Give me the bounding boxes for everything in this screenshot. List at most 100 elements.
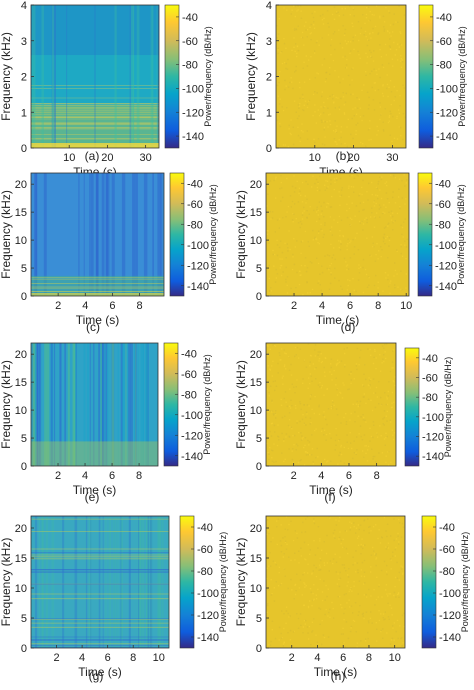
- colorbar-tick-label: -40: [436, 12, 452, 24]
- noise-speckle: [340, 285, 342, 287]
- time-stripe: [41, 516, 44, 648]
- noise-speckle: [394, 585, 396, 588]
- panel-label: (d): [341, 320, 356, 334]
- noise-speckle: [350, 412, 352, 415]
- noise-speckle: [366, 237, 368, 239]
- noise-speckle: [320, 223, 322, 226]
- noise-speckle: [314, 91, 316, 93]
- noise-speckle: [368, 182, 370, 185]
- colorbar: [418, 4, 434, 149]
- noise-speckle: [279, 187, 281, 190]
- noise-speckle: [357, 21, 360, 23]
- noise-speckle: [276, 119, 279, 122]
- y-axis-label: Frequency (kHz): [0, 360, 13, 449]
- colorbar-tick-label: -40: [187, 178, 203, 190]
- noise-speckle: [342, 96, 345, 98]
- noise-speckle: [318, 360, 320, 362]
- noise-speckle: [365, 17, 368, 19]
- noise-speckle: [296, 55, 298, 58]
- noise-speckle: [360, 27, 362, 29]
- noise-speckle: [292, 253, 294, 256]
- noise-speckle: [399, 522, 401, 524]
- noise-speckle: [383, 21, 386, 23]
- time-stripe: [54, 5, 56, 148]
- noise-speckle: [402, 138, 404, 141]
- noise-speckle: [294, 246, 296, 248]
- noise-speckle: [284, 79, 286, 82]
- noise-speckle: [349, 279, 351, 282]
- noise-speckle: [397, 21, 399, 23]
- noise-speckle: [297, 25, 299, 27]
- time-stripe: [144, 343, 148, 466]
- time-stripe: [147, 516, 149, 648]
- noise-speckle: [362, 544, 364, 547]
- noise-speckle: [326, 423, 328, 426]
- noise-speckle: [346, 248, 348, 251]
- noise-speckle: [329, 560, 331, 562]
- noise-speckle: [372, 421, 375, 423]
- noise-speckle: [317, 384, 320, 386]
- colorbar-tick-label: -100: [435, 240, 457, 252]
- noise-speckle: [376, 73, 378, 75]
- noise-speckle: [309, 33, 311, 35]
- noise-speckle: [319, 538, 321, 540]
- noise-speckle: [293, 37, 295, 39]
- noise-speckle: [331, 13, 334, 16]
- noise-speckle: [332, 254, 335, 256]
- y-tick-label: 0: [21, 143, 27, 155]
- noise-speckle: [268, 644, 270, 646]
- noise-speckle: [350, 522, 353, 524]
- noise-speckle: [368, 588, 370, 591]
- noise-speckle: [346, 264, 349, 266]
- noise-speckle: [326, 187, 328, 189]
- noise-speckle: [392, 551, 394, 553]
- noise-speckle: [311, 448, 314, 450]
- colorbar-tick-label: -120: [439, 610, 461, 622]
- y-tick-label: 1: [266, 107, 272, 119]
- noise-speckle: [392, 65, 394, 67]
- noise-speckle: [294, 5, 297, 8]
- noise-speckle: [387, 30, 389, 33]
- noise-speckle: [386, 546, 388, 548]
- noise-speckle: [292, 631, 295, 633]
- colorbar-tick-label: -60: [197, 544, 213, 556]
- noise-speckle: [304, 100, 307, 102]
- noise-speckle: [319, 189, 321, 192]
- noise-speckle: [287, 250, 289, 252]
- colorbar-tick-label: -140: [439, 632, 461, 644]
- noise-speckle: [368, 526, 370, 528]
- noise-speckle: [333, 535, 335, 537]
- noise-speckle: [309, 354, 312, 357]
- noise-speckle: [389, 282, 391, 284]
- noise-speckle: [283, 460, 285, 463]
- noise-speckle: [313, 518, 315, 520]
- colorbar-tick-label: -140: [182, 131, 204, 143]
- noise-speckle: [296, 443, 298, 445]
- noise-speckle: [279, 122, 281, 125]
- noise-speckle: [317, 588, 319, 591]
- noise-speckle: [371, 181, 373, 184]
- noise-speckle: [346, 126, 348, 128]
- noise-speckle: [271, 365, 273, 367]
- colorbar-tick-label: -60: [187, 199, 203, 211]
- noise-speckle: [272, 253, 274, 256]
- noise-speckle: [284, 541, 287, 543]
- noise-speckle: [340, 360, 343, 362]
- colorbar-tick-label: -140: [181, 451, 203, 463]
- noise-speckle: [339, 516, 341, 519]
- noise-speckle: [402, 573, 404, 575]
- noise-speckle: [386, 198, 389, 200]
- noise-speckle: [357, 405, 359, 408]
- noise-speckle: [304, 444, 306, 447]
- noise-speckle: [354, 562, 356, 564]
- noise-speckle: [308, 245, 310, 247]
- noise-speckle: [283, 642, 285, 644]
- noise-speckle: [305, 416, 307, 419]
- noise-speckle: [270, 423, 273, 425]
- noise-speckle: [314, 355, 317, 357]
- noise-speckle: [288, 616, 290, 618]
- noise-speckle: [328, 114, 330, 116]
- time-stripe: [89, 343, 91, 466]
- noise-speckle: [332, 607, 334, 610]
